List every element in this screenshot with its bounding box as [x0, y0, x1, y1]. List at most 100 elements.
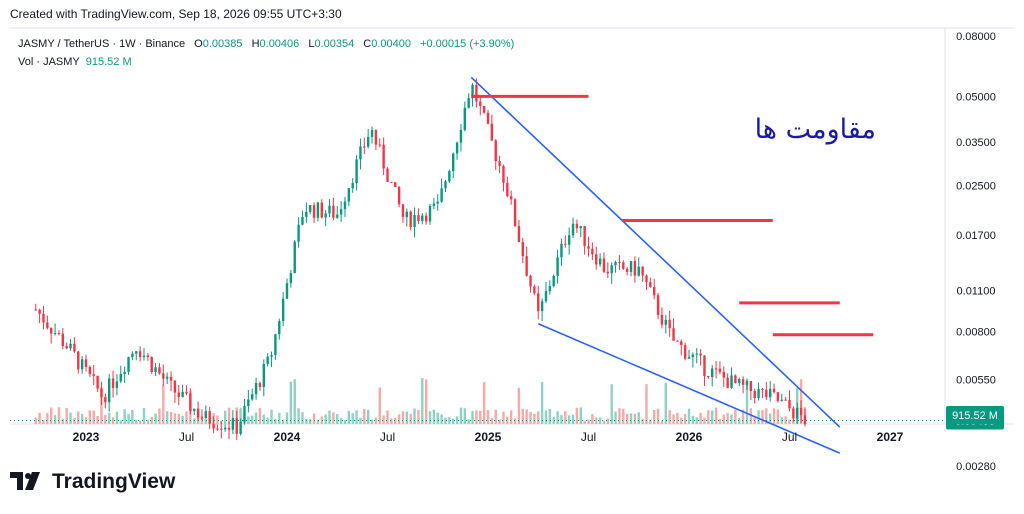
volume-bar — [107, 412, 111, 424]
candle-body — [390, 181, 393, 183]
candle-body — [61, 333, 65, 346]
candle-body — [633, 261, 637, 276]
volume-bar — [270, 409, 273, 424]
open-label: O — [194, 38, 203, 50]
volume-bar — [768, 413, 772, 424]
candle-body — [308, 205, 312, 212]
volume-bar — [448, 417, 451, 424]
volume-bar — [540, 382, 544, 424]
symbol-name[interactable]: JASMY / TetherUS · 1W · Binance — [18, 38, 186, 50]
candle-body — [154, 367, 157, 373]
candle-body — [629, 261, 633, 272]
volume-bar — [239, 408, 242, 424]
candle-body — [351, 183, 354, 189]
candle-body — [683, 345, 687, 359]
candle-body — [653, 286, 656, 296]
candle-body — [336, 214, 339, 218]
candle-body — [165, 376, 169, 379]
volume-bar — [567, 415, 571, 424]
volume-bar — [486, 409, 490, 424]
candle-body — [455, 142, 459, 154]
volume-bar — [513, 418, 517, 424]
close-label: C — [363, 38, 372, 50]
candle-body — [200, 417, 204, 419]
candle-body — [181, 391, 184, 397]
volume-bar — [374, 417, 378, 424]
volume-label: Vol · JASMY — [18, 56, 80, 68]
volume-bar — [65, 408, 68, 424]
volume-bar — [200, 416, 204, 424]
candle-body — [378, 144, 381, 146]
volume-bar — [247, 416, 250, 424]
price-tick-label: 0.00280 — [956, 461, 996, 473]
volume-bar — [177, 413, 180, 424]
candle-body — [196, 408, 200, 418]
volume-bar — [544, 410, 548, 424]
volume-bar — [575, 407, 579, 424]
candle-body — [591, 248, 594, 255]
candle-body — [668, 319, 671, 329]
volume-bar — [440, 414, 443, 424]
time-tick-label: Jul — [782, 430, 797, 444]
time-axis[interactable]: 2023 Jul 2024 Jul 2025 Jul 2026 Jul 2027 — [73, 430, 904, 444]
volume-value: 915.52 M — [85, 56, 132, 68]
volume-bar — [123, 409, 126, 424]
volume-bar — [324, 414, 327, 424]
volume-bar — [332, 412, 335, 424]
price-axis[interactable]: 0.08000 0.05000 0.03500 0.02500 0.01700 0.011… — [10, 31, 1004, 473]
candle-body — [258, 382, 262, 387]
candle-body — [792, 408, 795, 419]
candle-body — [768, 388, 772, 398]
volume-bar — [316, 419, 320, 424]
candle-body — [73, 343, 76, 352]
symbol-info: JASMY / TetherUS · 1W · Binance O0.00385… — [18, 38, 514, 50]
volume-bar — [77, 411, 80, 424]
volume-bar — [664, 382, 668, 424]
volume-bar — [772, 408, 776, 424]
candle-body — [274, 334, 277, 356]
volume-bar — [672, 414, 675, 424]
candle-body — [517, 225, 521, 243]
low-label: L — [308, 38, 315, 50]
volume-bar — [289, 381, 293, 424]
volume-bar — [162, 384, 165, 424]
volume-bar — [683, 413, 687, 424]
candle-body — [718, 368, 722, 372]
volume-bar — [629, 413, 633, 424]
candle-body — [324, 213, 327, 218]
volume-bar — [266, 417, 269, 424]
volume-bar — [320, 416, 323, 424]
price-tick-label: 0.00550 — [956, 375, 996, 387]
volume-bar — [656, 408, 660, 424]
candle-body — [243, 406, 246, 422]
volume-bar — [730, 414, 733, 424]
time-tick-label: 2023 — [73, 430, 100, 444]
candle-body — [482, 106, 486, 113]
volume-bar — [521, 408, 524, 424]
volume-bar — [579, 407, 582, 424]
candle-body — [656, 295, 660, 315]
tradingview-brand[interactable]: TradingView — [10, 470, 175, 494]
price-tick-label: 0.00800 — [956, 327, 996, 339]
volume-bar — [61, 418, 65, 424]
candle-body — [251, 394, 254, 400]
volume-bar — [258, 408, 262, 424]
volume-bar — [598, 417, 602, 424]
volume-bar — [699, 412, 702, 424]
volume-bar — [421, 378, 424, 424]
candle-body — [579, 226, 582, 229]
volume-bar — [529, 412, 532, 424]
candle-body — [459, 129, 463, 143]
volume-bar — [745, 378, 749, 424]
volume-bar — [216, 415, 219, 424]
volume-bar — [502, 411, 505, 424]
trendline-lower[interactable] — [537, 322, 841, 454]
volume-bar — [444, 417, 447, 424]
volume-bar — [792, 420, 795, 424]
candle-body — [571, 223, 575, 236]
candle-body — [649, 282, 652, 287]
candle-body — [57, 333, 61, 335]
volume-bar — [606, 418, 610, 424]
trendline-upper[interactable] — [470, 76, 841, 428]
